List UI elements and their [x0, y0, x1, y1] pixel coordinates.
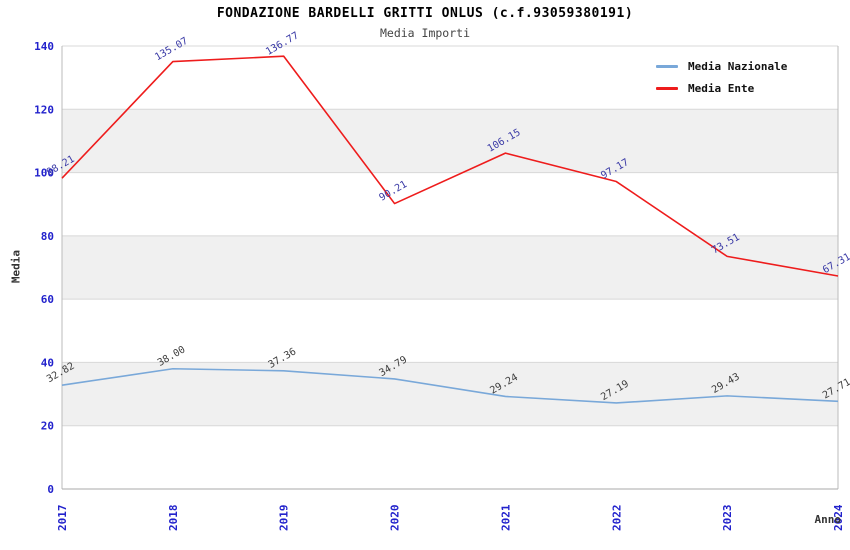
y-tick-label: 80 [41, 230, 54, 243]
y-tick-label: 0 [47, 483, 54, 496]
x-tick-label: 2023 [721, 505, 734, 532]
grid-band [62, 362, 838, 426]
legend-label-media-nazionale: Media Nazionale [688, 60, 788, 73]
series-line-media-nazionale [61, 367, 839, 404]
x-tick-label: 2020 [389, 505, 402, 532]
y-axis-title: Media [9, 249, 23, 284]
grid-band [62, 235, 838, 300]
y-tick-label: 60 [41, 293, 54, 306]
legend-swatch-media-ente [656, 87, 678, 90]
x-axis-title: Anno [814, 513, 842, 526]
series-line-media-ente [61, 55, 839, 277]
y-tick-label: 100 [34, 167, 54, 180]
legend-label-media-ente: Media Ente [688, 82, 755, 95]
chart-legend: Media Nazionale Media Ente [656, 60, 787, 95]
y-tick-label: 20 [41, 420, 54, 433]
legend-swatch-media-nazionale [656, 65, 678, 68]
data-point-label: 90.21 [378, 179, 410, 204]
x-tick-label: 2019 [278, 505, 291, 532]
chart-title: FONDAZIONE BARDELLI GRITTI ONLUS (c.f.93… [216, 6, 634, 21]
x-tick-label: 2024 [832, 504, 845, 531]
data-point-label: 136.77 [264, 30, 301, 58]
legend-item-media-nazionale: Media Nazionale [656, 60, 787, 73]
chart-subtitle: Media Importi [379, 26, 470, 40]
x-tick-label: 2021 [499, 504, 512, 531]
legend-item-media-ente: Media Ente [656, 82, 787, 95]
y-tick-label: 40 [41, 356, 54, 369]
x-tick-label: 2022 [610, 505, 623, 532]
x-tick-label: 2018 [167, 505, 180, 532]
y-tick-label: 140 [34, 40, 54, 53]
x-tick-label: 2017 [56, 505, 69, 532]
data-point-label: 135.07 [153, 36, 190, 64]
grid-band [62, 109, 838, 173]
y-tick-label: 120 [34, 103, 54, 116]
